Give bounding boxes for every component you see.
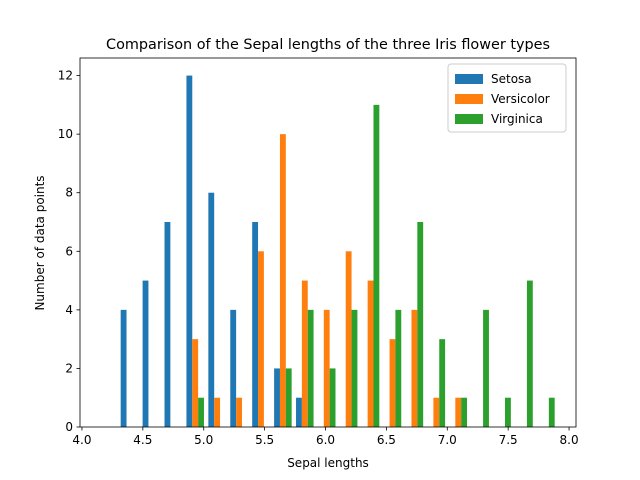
bar (526, 280, 533, 427)
chart-title: Comparison of the Sepal lengths of the t… (106, 37, 550, 53)
bar (120, 309, 127, 427)
bar (285, 368, 292, 427)
x-tick-label: 6.5 (377, 433, 396, 447)
bar (439, 339, 446, 427)
bar (323, 309, 330, 427)
bar (433, 397, 440, 427)
bar (279, 134, 286, 427)
bar (455, 397, 462, 427)
bar (296, 397, 302, 427)
y-axis-label: Number of data points (33, 175, 47, 310)
y-tick-label: 10 (58, 127, 73, 141)
bar (230, 309, 237, 427)
bar (142, 280, 149, 427)
bar (252, 222, 259, 427)
legend-label: Versicolor (491, 92, 550, 106)
bar (274, 368, 280, 427)
y-tick-label: 2 (65, 361, 73, 375)
x-axis-label: Sepal lengths (287, 456, 369, 470)
bar (351, 309, 358, 427)
bar (258, 251, 264, 427)
bar (301, 280, 308, 427)
bar (192, 339, 199, 427)
y-tick-label: 12 (58, 69, 73, 83)
legend-label: Virginica (491, 112, 543, 126)
x-tick-label: 7.0 (438, 433, 457, 447)
y-tick-label: 6 (65, 244, 73, 258)
y-tick-label: 4 (65, 303, 73, 317)
bar (208, 192, 215, 427)
x-tick-label: 5.5 (255, 433, 274, 447)
bar (307, 309, 314, 427)
bar (461, 397, 468, 427)
bar (186, 75, 193, 428)
bar (164, 222, 171, 427)
x-tick-label: 8.0 (560, 433, 579, 447)
bar (417, 222, 424, 427)
bar (214, 397, 221, 427)
plot-frame (79, 57, 577, 428)
x-tick-label: 4.0 (72, 433, 91, 447)
x-tick-label: 7.5 (499, 433, 518, 447)
bar (236, 397, 242, 427)
bar (395, 309, 402, 427)
bar (373, 104, 380, 427)
x-tick-label: 6.0 (316, 433, 335, 447)
legend-swatch (455, 74, 483, 84)
bar (411, 309, 418, 427)
bar (483, 309, 489, 427)
x-tick-label: 4.5 (133, 433, 152, 447)
legend-label: Setosa (491, 72, 532, 86)
y-tick-label: 0 (65, 420, 73, 434)
bar (198, 397, 204, 427)
bar (367, 280, 374, 427)
legend-swatch (455, 114, 483, 124)
bar (505, 397, 511, 427)
legend-swatch (455, 94, 483, 104)
bar (329, 368, 336, 427)
bar (389, 339, 396, 427)
x-tick-label: 5.0 (194, 433, 213, 447)
bar (548, 397, 555, 427)
y-tick-label: 8 (65, 186, 73, 200)
bar (345, 251, 352, 427)
